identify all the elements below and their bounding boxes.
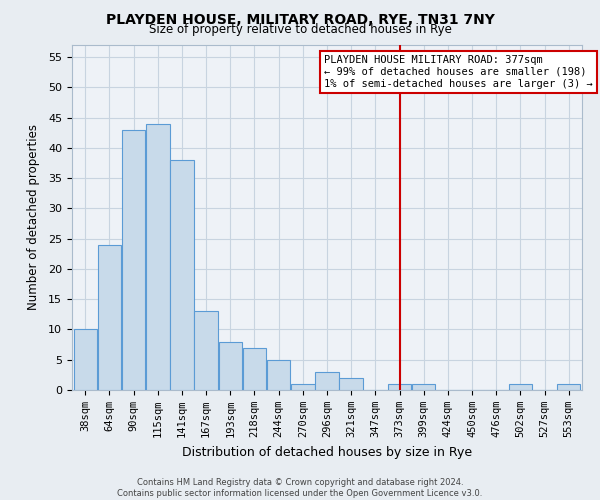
Bar (267, 360, 290, 390)
Bar (557, 384, 580, 390)
Bar (122, 130, 145, 390)
Text: Contains HM Land Registry data © Crown copyright and database right 2024.
Contai: Contains HM Land Registry data © Crown c… (118, 478, 482, 498)
Bar (74, 330, 97, 390)
Bar (291, 384, 314, 390)
Bar (218, 342, 242, 390)
Text: PLAYDEN HOUSE, MILITARY ROAD, RYE, TN31 7NY: PLAYDEN HOUSE, MILITARY ROAD, RYE, TN31 … (106, 12, 494, 26)
Bar (170, 160, 194, 390)
Bar (98, 244, 121, 390)
Text: Size of property relative to detached houses in Rye: Size of property relative to detached ho… (149, 22, 451, 36)
Bar (412, 384, 436, 390)
Bar (243, 348, 266, 390)
Y-axis label: Number of detached properties: Number of detached properties (27, 124, 40, 310)
Bar (509, 384, 532, 390)
Bar (194, 312, 218, 390)
Text: PLAYDEN HOUSE MILITARY ROAD: 377sqm
← 99% of detached houses are smaller (198)
1: PLAYDEN HOUSE MILITARY ROAD: 377sqm ← 99… (325, 56, 593, 88)
Bar (388, 384, 411, 390)
Bar (340, 378, 363, 390)
X-axis label: Distribution of detached houses by size in Rye: Distribution of detached houses by size … (182, 446, 472, 458)
Bar (315, 372, 339, 390)
Bar (146, 124, 170, 390)
